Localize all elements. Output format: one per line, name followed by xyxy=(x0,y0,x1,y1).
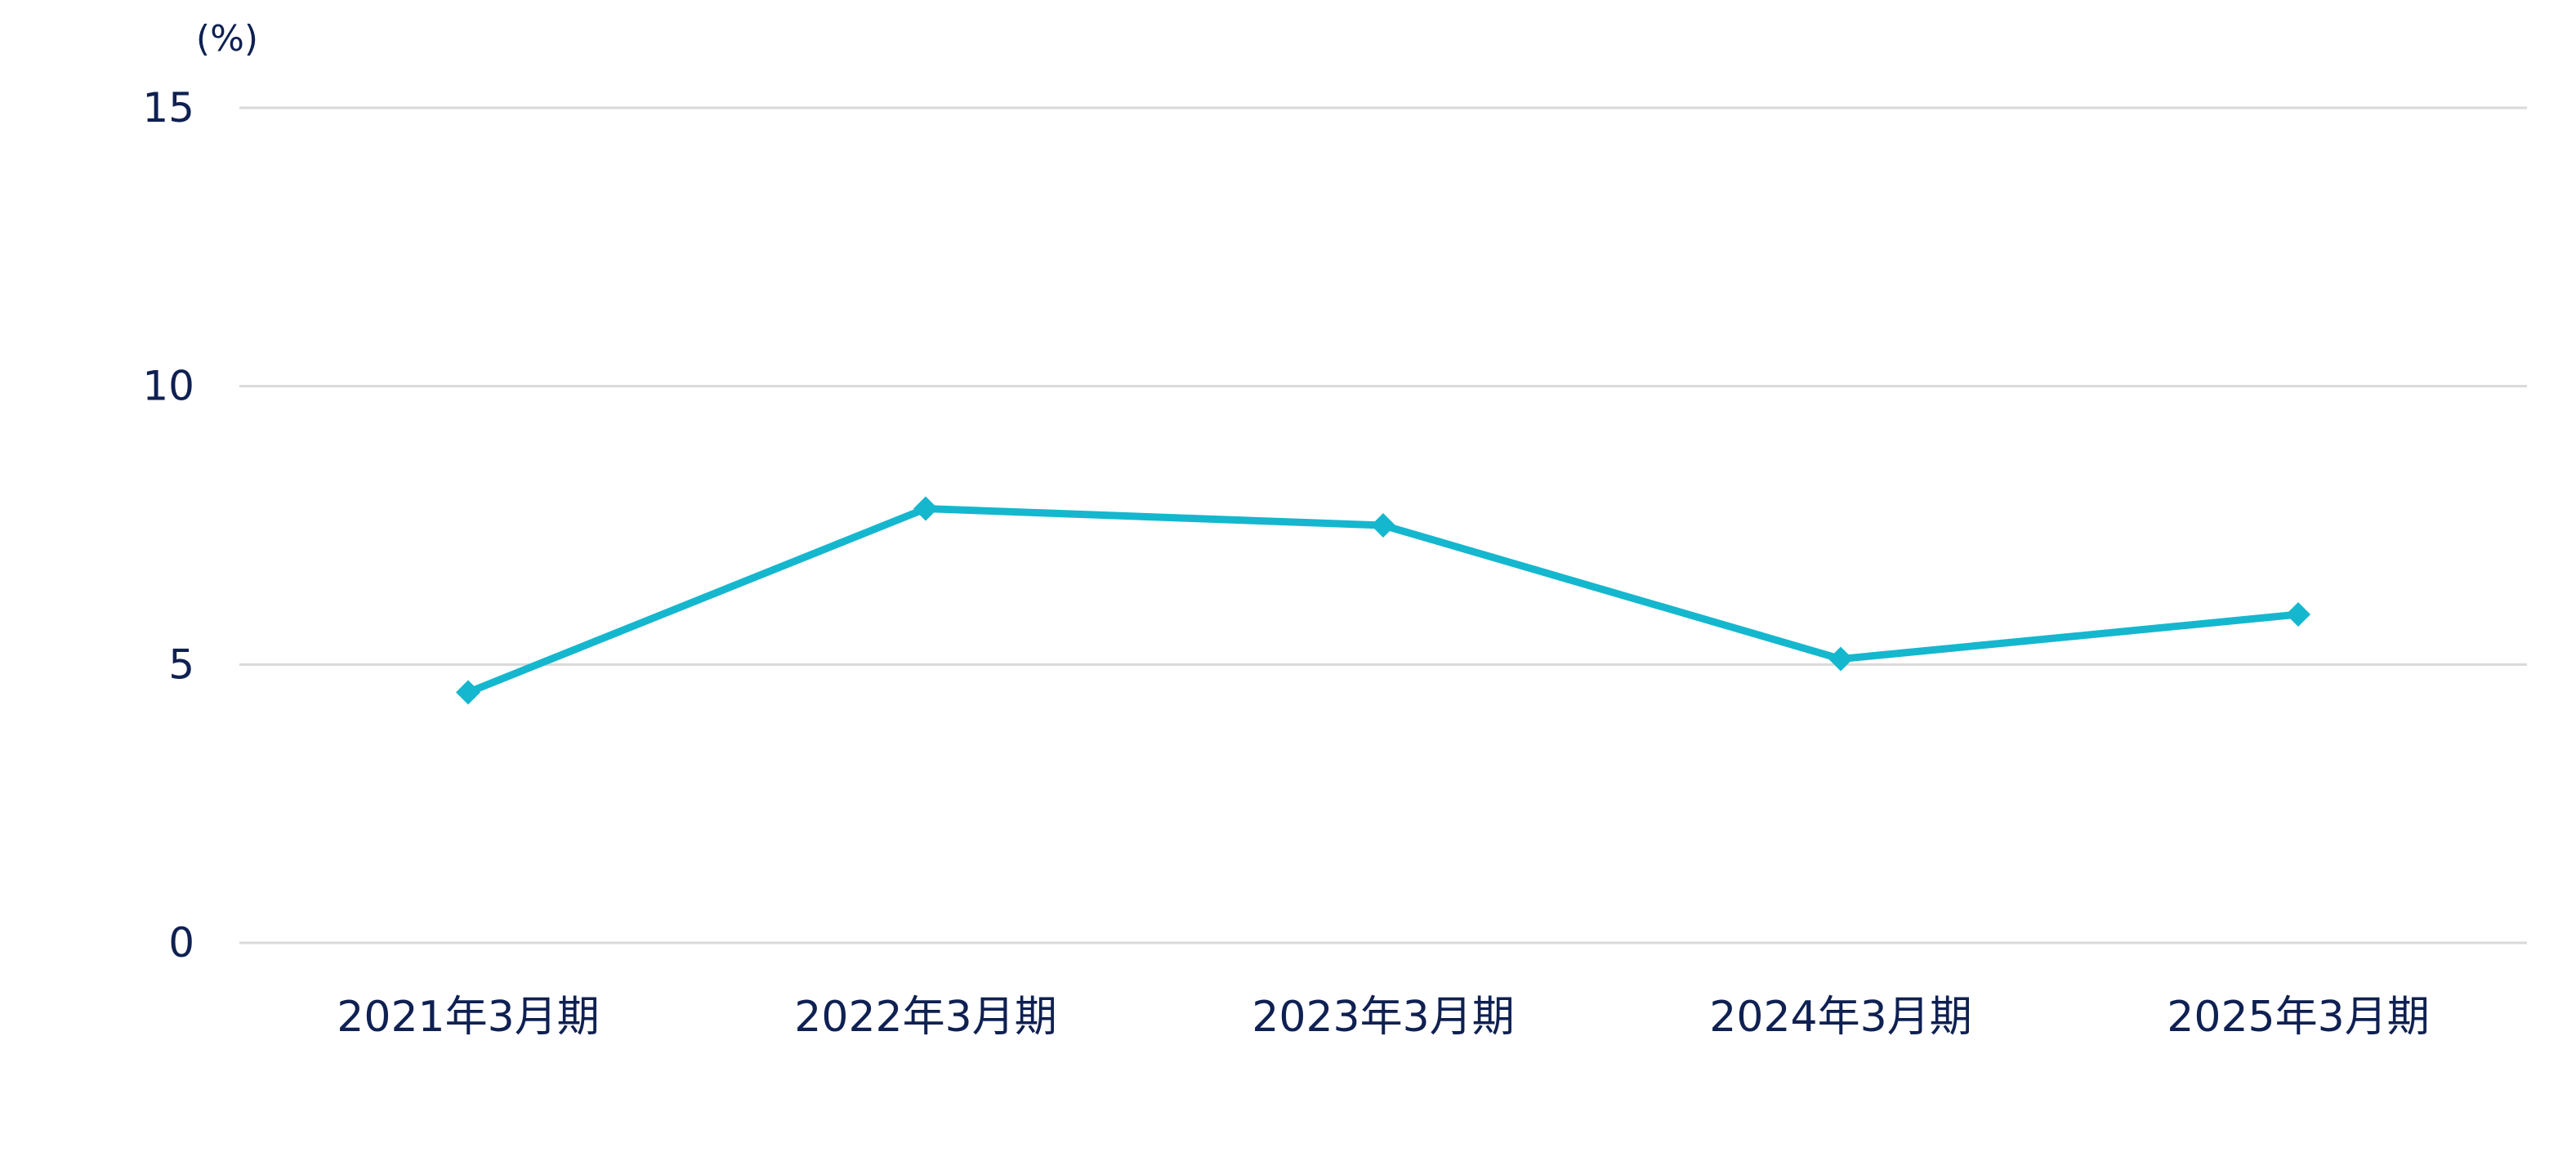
x-axis-ticks: 2021年3月期 2022年3月期 2023年3月期 2024年3月期 2025年3月期 xyxy=(337,993,2429,1042)
gridlines xyxy=(239,106,2527,944)
x-tick-label: 2025年3月期 xyxy=(2167,993,2429,1042)
x-tick-label: 2021年3月期 xyxy=(337,993,599,1042)
x-tick-label: 2024年3月期 xyxy=(1709,993,1971,1042)
x-tick-label: 2022年3月期 xyxy=(794,993,1056,1042)
y-tick-label: 0 xyxy=(168,919,194,967)
y-axis-ticks: 0 5 10 15 xyxy=(142,84,194,967)
data-point-marker xyxy=(1371,513,1395,538)
data-point-marker xyxy=(913,496,938,521)
data-point-marker xyxy=(1828,646,1853,672)
data-point-marker xyxy=(456,680,480,705)
y-axis-unit-label: (%) xyxy=(196,18,258,60)
x-tick-label: 2023年3月期 xyxy=(1252,993,1514,1042)
data-point-marker xyxy=(2286,602,2310,627)
y-tick-label: 5 xyxy=(168,641,194,688)
y-tick-label: 15 xyxy=(142,84,194,132)
series-layer xyxy=(456,496,2310,705)
y-tick-label: 10 xyxy=(142,363,194,410)
